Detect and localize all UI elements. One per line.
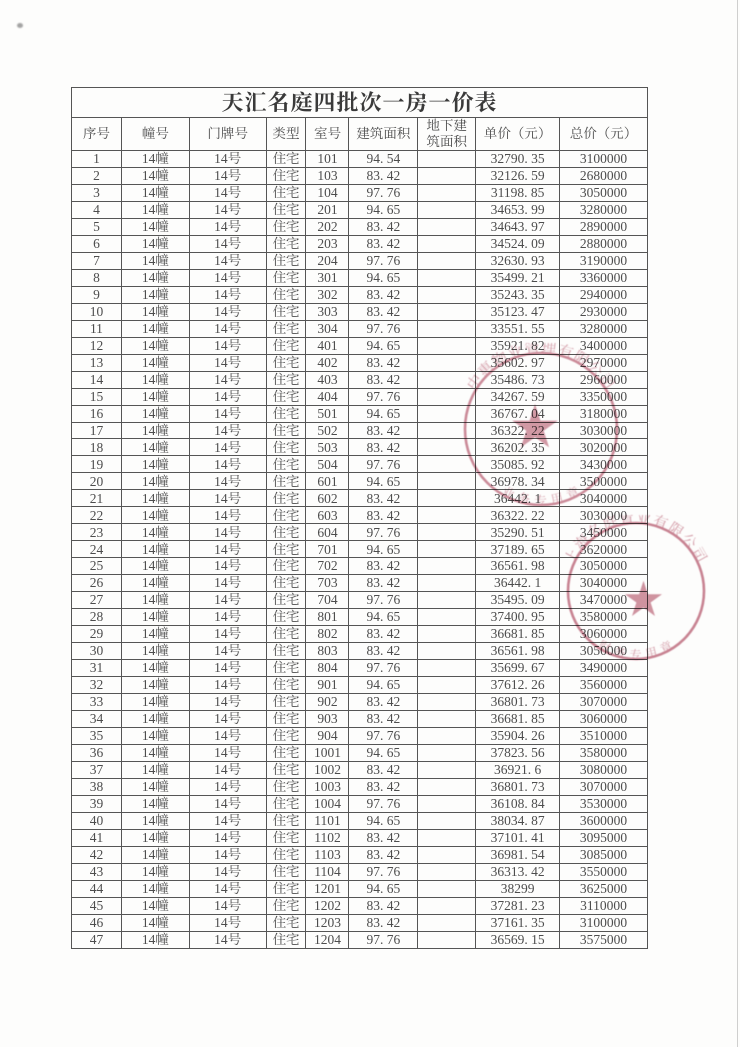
svg-text:财 务 专 用 章: 财 务 专 用 章 [596, 636, 677, 663]
svg-text:中惠物业管理有限公司: 中惠物业管理有限公司 [462, 343, 621, 394]
svg-text:业 务 专 用 章: 业 务 专 用 章 [499, 481, 583, 509]
svg-text:上海名庭置业有限公司: 上海名庭置业有限公司 [560, 515, 712, 567]
